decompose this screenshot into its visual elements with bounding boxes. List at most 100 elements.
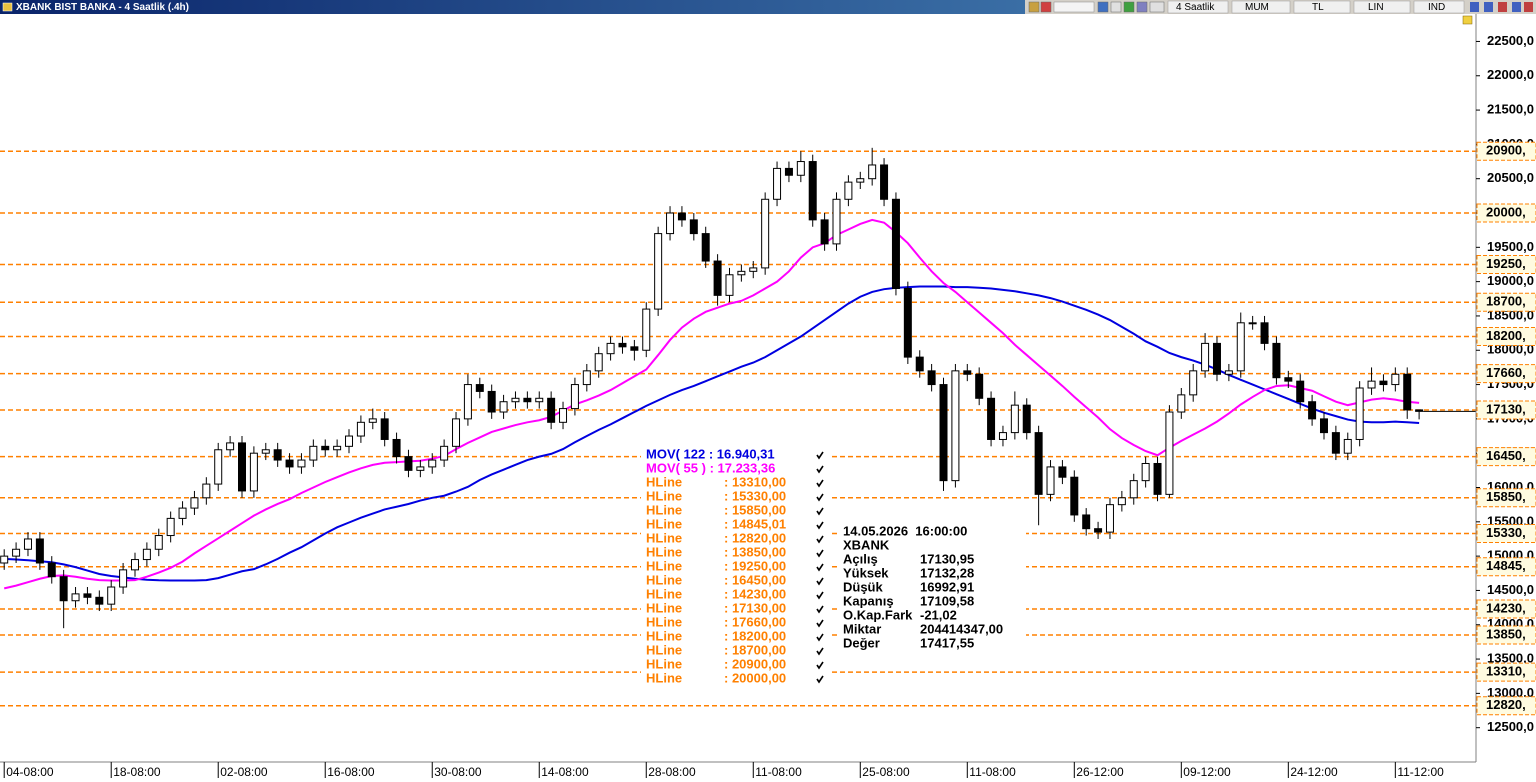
candle-body xyxy=(559,408,568,423)
candle-body xyxy=(1224,370,1233,375)
candle-body xyxy=(1367,380,1376,389)
tool-dropdown[interactable] xyxy=(1053,1,1095,13)
legend-check xyxy=(816,535,824,544)
window-button[interactable] xyxy=(1524,2,1533,12)
hline-axis-label: 15850, xyxy=(1486,489,1526,504)
hline-axis-box xyxy=(1476,400,1536,420)
candle-body xyxy=(1201,342,1210,372)
x-tick-label: 18-08:00 xyxy=(113,765,161,779)
legend-check xyxy=(816,633,824,642)
toolbar-label[interactable]: MUM xyxy=(1245,2,1269,13)
candle-body xyxy=(47,562,56,578)
currency-dropdown[interactable] xyxy=(1293,0,1351,14)
candle-body xyxy=(178,507,187,519)
legend-check xyxy=(816,507,824,516)
legend-hline-name: HLine xyxy=(646,614,682,629)
info-value: 17417,55 xyxy=(920,635,974,650)
hline-axis-box xyxy=(1476,254,1536,274)
candle-body xyxy=(1272,342,1281,379)
legend-check xyxy=(816,647,824,656)
axis-layer: 12500,013000,013500,014000,014500,015000… xyxy=(3,33,1536,779)
style-dropdown[interactable] xyxy=(1231,0,1291,14)
tool-icon[interactable] xyxy=(1149,1,1165,13)
hline-axis-label: 13850, xyxy=(1486,626,1526,641)
legend-hline-value: : 15330,00 xyxy=(724,488,786,503)
candle-body xyxy=(891,198,900,289)
legend-hline-name: HLine xyxy=(646,474,682,489)
hline-axis-box xyxy=(1476,203,1536,223)
y-tick-label: 20500,0 xyxy=(1487,170,1534,185)
toolbar-label[interactable]: TL xyxy=(1312,2,1324,13)
legend-hline-name: HLine xyxy=(646,544,682,559)
candle-body xyxy=(773,167,782,200)
toolbar-label[interactable]: LIN xyxy=(1368,2,1384,13)
candle-body xyxy=(309,445,318,461)
info-label: Açılış xyxy=(843,551,878,566)
hline-axis-label: 15330, xyxy=(1486,525,1526,540)
legend-hline-name: HLine xyxy=(646,502,682,517)
window-button[interactable] xyxy=(1484,2,1493,12)
candle-body xyxy=(1343,438,1352,454)
legend-hline-name: HLine xyxy=(646,600,682,615)
title-bar-caption xyxy=(0,0,1025,14)
info-value: 17109,58 xyxy=(920,593,974,608)
info-value: 17132,28 xyxy=(920,565,974,580)
window-button[interactable] xyxy=(1470,2,1479,12)
legend-hline-name: HLine xyxy=(646,530,682,545)
y-tick-label: 21500,0 xyxy=(1487,102,1534,117)
indicator-dropdown[interactable] xyxy=(1413,0,1465,14)
candle-body xyxy=(214,449,223,485)
info-datetime: 14.05.2026 16:00:00 xyxy=(843,523,967,538)
candle-body xyxy=(915,356,924,372)
candle-body xyxy=(1070,476,1079,516)
candle-body xyxy=(963,370,972,375)
candle-body xyxy=(1355,387,1364,440)
legend-hline-value: : 15850,00 xyxy=(724,502,786,517)
candle-body xyxy=(1117,497,1126,506)
hline-axis-label: 16450, xyxy=(1486,448,1526,463)
legend-check xyxy=(816,465,824,474)
candle-body xyxy=(951,370,960,482)
candle-body xyxy=(23,538,32,550)
hline-axis-box xyxy=(1476,625,1536,645)
candle-body xyxy=(939,384,948,482)
candle-body xyxy=(392,438,401,458)
tool-icon[interactable] xyxy=(1040,1,1052,13)
candle-body xyxy=(1189,370,1198,396)
candle-body xyxy=(130,559,139,571)
candle-body xyxy=(416,466,425,471)
panel-icon[interactable] xyxy=(1462,15,1473,25)
tool-icon[interactable] xyxy=(1123,1,1135,13)
tool-icon[interactable] xyxy=(1110,1,1122,13)
tool-icon[interactable] xyxy=(1097,1,1109,13)
hline-axis-box xyxy=(1476,141,1536,161)
candle-body xyxy=(689,219,698,235)
candle-body xyxy=(998,432,1007,440)
legend-hline-name: HLine xyxy=(646,572,682,587)
y-tick-label: 13500,0 xyxy=(1487,651,1534,666)
period-dropdown[interactable] xyxy=(1167,0,1229,14)
candle-body xyxy=(761,198,770,269)
window-button[interactable] xyxy=(1498,2,1507,12)
info-label: Yüksek xyxy=(843,565,889,580)
toolbar-label[interactable]: IND xyxy=(1428,2,1445,13)
toolbar-label[interactable]: 4 Saatlik xyxy=(1176,2,1215,13)
candle-body xyxy=(796,161,805,176)
tool-icon[interactable] xyxy=(1028,1,1040,13)
candle-body xyxy=(71,593,80,602)
candle-body xyxy=(701,233,710,262)
tool-icon[interactable] xyxy=(1136,1,1148,13)
scale-dropdown[interactable] xyxy=(1353,0,1411,14)
toolbar-icons[interactable] xyxy=(1028,0,1533,14)
candle-body xyxy=(452,418,461,447)
info-value: 204414347,00 xyxy=(920,621,1003,636)
legend-check xyxy=(816,493,824,502)
hline-axis-label: 17130, xyxy=(1486,401,1526,416)
y-tick-label: 12500,0 xyxy=(1487,719,1534,734)
legend-hline-name: HLine xyxy=(646,558,682,573)
candle-body xyxy=(1046,466,1055,495)
window-button[interactable] xyxy=(1512,2,1521,12)
candle-body xyxy=(190,497,199,509)
